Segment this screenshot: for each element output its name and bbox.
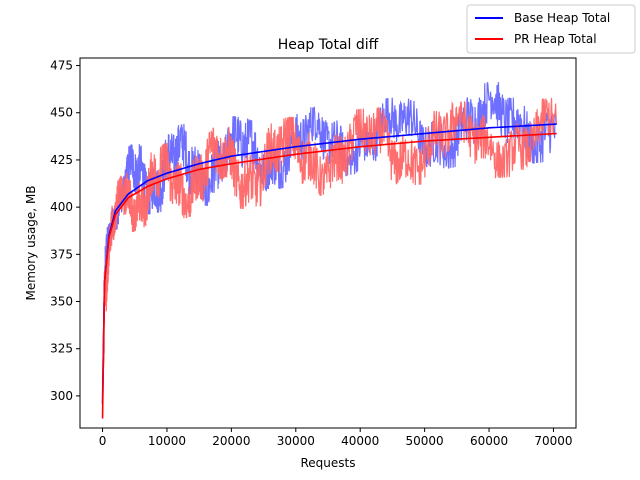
legend-label-pr-heap-total: PR Heap Total (514, 32, 597, 46)
x-tick-label: 20000 (212, 434, 250, 448)
chart-title: Heap Total diff (278, 37, 379, 53)
y-tick-label: 450 (50, 106, 73, 120)
x-tick-label: 50000 (406, 434, 444, 448)
y-tick-label: 325 (50, 342, 73, 356)
y-axis-label: Memory usage, MB (24, 185, 38, 300)
legend-box (466, 4, 636, 54)
x-tick-label: 60000 (470, 434, 508, 448)
y-tick-label: 375 (50, 247, 73, 261)
x-axis-label: Requests (301, 456, 356, 470)
x-axis-ticks: 0 10000 20000 30000 40000 50000 60000 70000 (99, 428, 573, 448)
x-tick-label: 10000 (148, 434, 186, 448)
trend-line-pr-heap-total (101, 132, 557, 419)
trend-line-base-heap-total (101, 123, 557, 404)
legend: Base Heap Total PR Heap Total (466, 4, 636, 54)
plot-area (79, 57, 577, 429)
y-tick-label: 475 (50, 59, 73, 73)
y-tick-label: 400 (50, 200, 73, 214)
x-tick-label: 70000 (534, 434, 572, 448)
x-tick-label: 0 (99, 434, 107, 448)
y-tick-label: 350 (50, 295, 73, 309)
x-tick-label: 40000 (341, 434, 379, 448)
y-tick-label: 425 (50, 153, 73, 167)
plot-background (80, 58, 576, 428)
legend-label-base-heap-total: Base Heap Total (514, 11, 610, 25)
trend-lines (101, 123, 557, 419)
plot-frame (79, 57, 577, 429)
y-tick-label: 300 (50, 389, 73, 403)
x-tick-label: 30000 (277, 434, 315, 448)
y-axis-ticks: 300 325 350 375 400 425 450 475 (50, 59, 80, 403)
